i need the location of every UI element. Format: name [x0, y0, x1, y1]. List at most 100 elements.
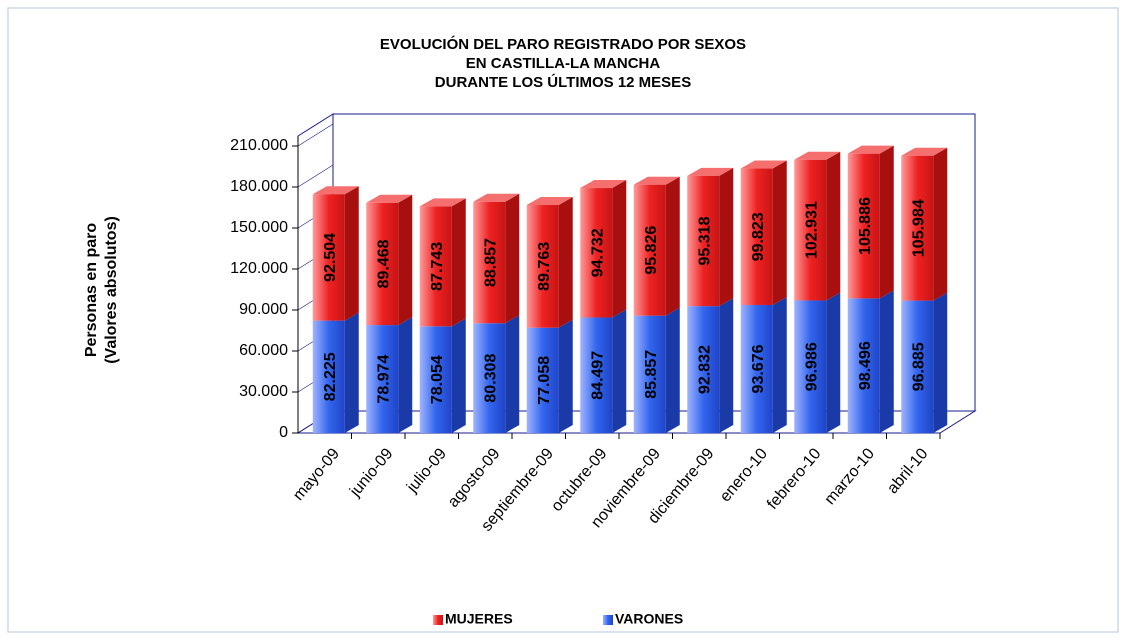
data-label: 98.496 [857, 341, 874, 390]
chart-title: EVOLUCIÓN DEL PARO REGISTRADO POR SEXOS [380, 35, 746, 53]
y-tick-label: 120.000 [230, 260, 288, 277]
bar [312, 320, 345, 433]
y-tick-label: 30.000 [239, 383, 288, 400]
bar-top [633, 176, 680, 185]
chart-title: DURANTE LOS ÚLTIMOS 12 MESES [435, 73, 691, 91]
data-label: 96.885 [910, 342, 927, 391]
data-label: 89.763 [536, 242, 553, 291]
bar [473, 323, 506, 433]
data-label: 99.823 [750, 212, 767, 261]
bar [901, 155, 934, 301]
data-label: 92.832 [696, 345, 713, 394]
bar-side [826, 151, 841, 301]
bar [740, 168, 773, 305]
bar [901, 300, 934, 433]
legend-label: MUJERES [445, 611, 513, 627]
y-axis-label: Personas en paro [83, 223, 100, 358]
bar-side [558, 319, 573, 433]
bar [687, 175, 720, 307]
bar-side [612, 180, 627, 318]
data-label: 82.225 [322, 352, 339, 401]
bar-top [687, 167, 734, 176]
bar-top [794, 151, 841, 160]
bar [633, 184, 666, 316]
bar-side [665, 176, 680, 316]
bar [740, 304, 773, 433]
bar-top [312, 186, 359, 195]
y-tick-label: 150.000 [230, 219, 288, 236]
bar-side [451, 198, 466, 327]
bar [366, 202, 399, 326]
bar-side [505, 193, 520, 324]
bar-side [772, 296, 787, 433]
bar-side [612, 309, 627, 433]
y-tick-label: 90.000 [239, 301, 288, 318]
data-label: 77.058 [536, 356, 553, 405]
back-grid-line [297, 164, 334, 188]
bar [312, 194, 345, 321]
bar-side [451, 318, 466, 433]
bar-top [740, 160, 787, 169]
y-tick-label: 60.000 [239, 342, 288, 359]
bar [794, 159, 827, 301]
data-label: 78.974 [375, 354, 392, 403]
bar [366, 325, 399, 433]
legend-swatch [603, 615, 613, 625]
bar-top [366, 194, 413, 203]
bar [526, 327, 559, 433]
bar [580, 317, 613, 433]
y-tick-label: 180.000 [230, 178, 288, 195]
bar [633, 315, 666, 433]
bar-side [933, 147, 948, 301]
data-label: 85.857 [643, 350, 660, 399]
bar-top [847, 145, 894, 154]
bar-side [398, 317, 413, 433]
y-tick-label: 210.000 [230, 137, 288, 154]
data-label: 102.931 [803, 201, 820, 259]
legend-swatch [433, 615, 443, 625]
data-label: 96.986 [803, 342, 820, 391]
bar-side [719, 298, 734, 433]
data-label: 94.732 [589, 228, 606, 277]
bar [847, 153, 880, 299]
bar [687, 306, 720, 433]
bar-side [933, 292, 948, 433]
bar-side [398, 194, 413, 326]
bar-side [772, 160, 787, 305]
chart-title: EN CASTILLA-LA MANCHA [466, 55, 661, 72]
bar [794, 300, 827, 433]
bar-side [719, 167, 734, 307]
bar-side [665, 307, 680, 433]
bar-top [901, 147, 948, 156]
bar-side [344, 186, 359, 321]
data-label: 93.676 [750, 344, 767, 393]
data-label: 84.497 [589, 351, 606, 400]
y-tick-label: 0 [279, 424, 288, 441]
bar-side [505, 315, 520, 433]
data-label: 105.886 [857, 197, 874, 255]
bar-side [344, 312, 359, 433]
bar [419, 206, 452, 327]
bar-side [558, 197, 573, 328]
bar [473, 201, 506, 324]
bar [526, 205, 559, 328]
legend-label: VARONES [615, 611, 683, 627]
bar [580, 188, 613, 318]
data-label: 87.743 [429, 242, 446, 291]
bar-side [879, 145, 894, 299]
y-axis-label: (Valores absolutos) [103, 216, 120, 364]
data-label: 95.826 [643, 226, 660, 275]
back-grid-line [297, 123, 334, 147]
bar-top [526, 197, 573, 206]
bar [419, 326, 452, 433]
bar-side [879, 290, 894, 433]
data-label: 105.984 [910, 199, 927, 257]
data-label: 89.468 [375, 239, 392, 288]
data-label: 88.857 [482, 238, 499, 287]
data-label: 95.318 [696, 216, 713, 265]
data-label: 80.308 [482, 354, 499, 403]
data-label: 92.504 [322, 233, 339, 282]
data-label: 78.054 [429, 355, 446, 404]
bar-top [419, 198, 466, 207]
